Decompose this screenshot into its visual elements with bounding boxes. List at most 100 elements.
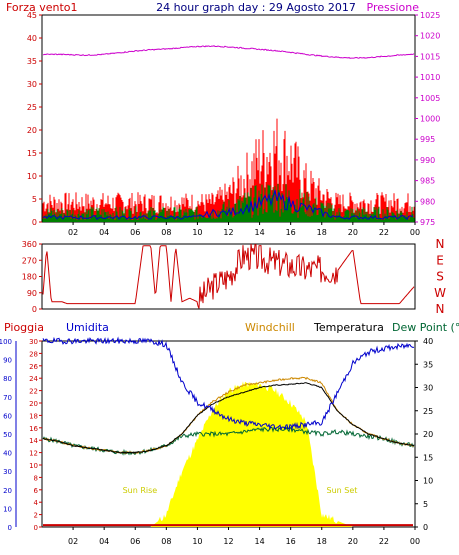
x-tick-label: 02 xyxy=(68,537,78,546)
chart1-right-label: Pressione xyxy=(367,1,420,14)
right-tick-label: 1000 xyxy=(420,115,440,124)
rain-tick-label: 8 xyxy=(34,474,38,482)
temperature-label: Temperatura xyxy=(313,321,384,334)
temp-tick-label: 10 xyxy=(423,477,433,486)
direction-frame xyxy=(41,243,416,310)
left-tick-label: 45 xyxy=(27,11,37,20)
wind-direction-plot: 0 N 90 W 180 S 270 E 360 N xyxy=(22,237,446,316)
rain-tick-label: 0 xyxy=(34,524,38,532)
x-tick-label: 06 xyxy=(130,537,140,546)
compass-label: S xyxy=(436,270,444,284)
left-tick-label: 15 xyxy=(27,149,37,158)
temperature-line xyxy=(42,382,415,454)
compass-label: E xyxy=(436,253,444,267)
x-tick-label: 12 xyxy=(223,228,233,237)
x-tick-label: 02 xyxy=(68,228,78,237)
x-tick-label: 20 xyxy=(348,537,358,546)
dewpoint-label: Dew Point (°C xyxy=(392,321,459,334)
left-tick-label: 5 xyxy=(32,195,37,204)
x-tick-label: 16 xyxy=(286,537,296,546)
temp-tick-label: 25 xyxy=(423,407,433,416)
rain-axis-label: Pioggia xyxy=(4,321,44,334)
temp-tick-label: 5 xyxy=(423,500,428,509)
temp-tick-label: 20 xyxy=(423,430,433,439)
sunset-annotation: Sun Set xyxy=(327,486,358,495)
x-tick-label: 16 xyxy=(286,228,296,237)
x-tick-label: 00 xyxy=(410,228,420,237)
x-tick-label: 12 xyxy=(223,537,233,546)
x-tick-label: 18 xyxy=(317,537,327,546)
pressure-line xyxy=(42,45,415,59)
humidity-tick-label: 60 xyxy=(3,412,12,420)
rain-tick-label: 22 xyxy=(29,388,38,396)
left-tick-label: 30 xyxy=(27,80,37,89)
rain-tick-label: 4 xyxy=(34,499,39,507)
rain-tick-label: 2 xyxy=(34,512,38,520)
temp-tick-label: 35 xyxy=(423,360,433,369)
right-tick-label: 980 xyxy=(420,197,435,206)
right-tick-label: 1010 xyxy=(420,73,440,82)
x-tick-label: 06 xyxy=(130,228,140,237)
rain-tick-label: 10 xyxy=(29,462,38,470)
humidity-tick-label: 0 xyxy=(8,524,12,532)
direction-tick-label: 360 xyxy=(22,240,37,249)
rain-tick-label: 6 xyxy=(34,487,39,495)
rain-tick-label: 24 xyxy=(29,375,38,383)
temp-tick-label: 30 xyxy=(423,384,433,393)
left-tick-label: 20 xyxy=(27,126,37,135)
direction-line xyxy=(42,243,415,309)
x-tick-label: 18 xyxy=(317,228,327,237)
x-tick-label: 10 xyxy=(192,537,202,546)
x-tick-label: 08 xyxy=(161,228,171,237)
sunrise-annotation: Sun Rise xyxy=(123,486,158,495)
direction-tick-label: 0 xyxy=(32,305,37,314)
right-tick-label: 985 xyxy=(420,177,435,186)
left-tick-label: 10 xyxy=(27,172,37,181)
humidity-tick-label: 50 xyxy=(3,431,12,439)
compass-label: N xyxy=(436,237,445,251)
direction-tick-label: 90 xyxy=(27,289,37,298)
humidity-tick-label: 20 xyxy=(3,487,12,495)
x-tick-label: 14 xyxy=(254,228,264,237)
temp-tick-label: 40 xyxy=(423,337,433,346)
x-tick-label: 04 xyxy=(99,228,109,237)
x-tick-label: 00 xyxy=(410,537,420,546)
rain-tick-label: 30 xyxy=(29,338,38,346)
x-tick-label: 20 xyxy=(348,228,358,237)
rain-tick-label: 16 xyxy=(29,425,38,433)
rain-tick-label: 18 xyxy=(29,412,38,420)
left-tick-label: 0 xyxy=(32,218,37,227)
humidity-tick-label: 40 xyxy=(3,450,12,458)
chart1-left-label: Forza vento1 xyxy=(6,1,78,14)
rain-tick-label: 20 xyxy=(29,400,38,408)
humidity-tick-label: 90 xyxy=(3,357,12,365)
left-tick-label: 35 xyxy=(27,57,37,66)
right-tick-label: 975 xyxy=(420,218,435,227)
rain-tick-label: 28 xyxy=(29,350,38,358)
humidity-axis-label: Umidita xyxy=(66,321,109,334)
speed-line xyxy=(42,189,414,220)
right-tick-label: 1020 xyxy=(420,32,440,41)
rain-tick-label: 12 xyxy=(29,450,38,458)
x-tick-label: 22 xyxy=(379,228,389,237)
right-tick-label: 1015 xyxy=(420,52,440,61)
compass-label: W xyxy=(434,286,446,300)
right-tick-label: 1025 xyxy=(420,11,440,20)
x-tick-label: 08 xyxy=(161,537,171,546)
x-tick-label: 10 xyxy=(192,228,202,237)
rain-tick-label: 26 xyxy=(29,363,38,371)
windchill-label: Windchill xyxy=(245,321,295,334)
humidity-tick-label: 100 xyxy=(0,338,12,346)
right-tick-label: 990 xyxy=(420,156,435,165)
humidity-line xyxy=(42,336,415,431)
temp-tick-label: 15 xyxy=(423,453,433,462)
compass-label: N xyxy=(436,302,445,316)
wind-pressure-plot: 0510152025303540459759809859909951000100… xyxy=(27,11,441,237)
x-tick-label: 22 xyxy=(379,537,389,546)
humidity-tick-label: 70 xyxy=(3,394,12,402)
rain-tick-label: 14 xyxy=(29,437,38,445)
right-tick-label: 995 xyxy=(420,135,435,144)
chart-title: 24 hour graph day : 29 Agosto 2017 xyxy=(156,1,356,14)
direction-tick-label: 270 xyxy=(22,256,37,265)
